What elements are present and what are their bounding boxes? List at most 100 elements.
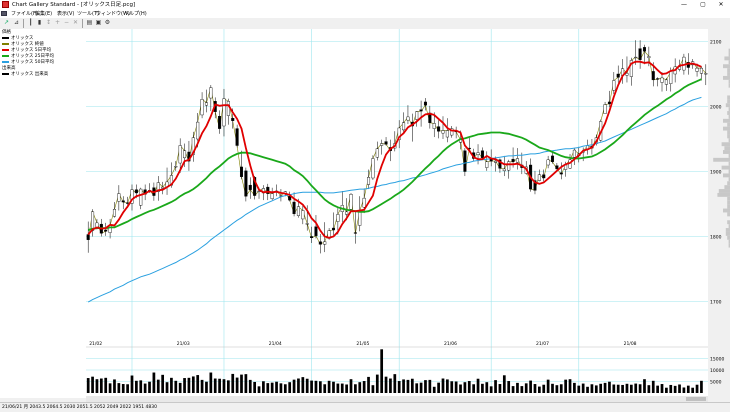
legend-item-volume[interactable]: オリックス 出来高 — [2, 72, 48, 78]
candle-body — [121, 200, 125, 203]
settings-icon[interactable]: ⚙ — [104, 19, 111, 26]
volume-bar — [599, 383, 603, 393]
volume-bar — [616, 384, 620, 393]
volume-bar — [99, 378, 103, 393]
legend-item-ma25[interactable]: オリックス 25日平均 — [2, 54, 54, 60]
bar-chart-icon[interactable]: ▮ — [37, 19, 42, 26]
volume-bar — [406, 379, 410, 393]
candle-body — [616, 73, 620, 78]
close-button[interactable]: ✕ — [718, 1, 724, 8]
volume-bar — [161, 374, 165, 393]
candle-body — [603, 104, 607, 114]
price-profile-bar — [723, 208, 730, 213]
candle-body — [323, 241, 327, 245]
candle-body — [638, 48, 642, 60]
legend-item-ma50[interactable]: オリックス 50日平均 — [2, 60, 54, 66]
volume-bar — [196, 375, 200, 393]
price-profile-bar — [727, 122, 730, 127]
volume-bar — [244, 374, 248, 393]
menu-tools[interactable]: ツール(T) — [77, 11, 99, 17]
volume-bar — [121, 384, 125, 393]
volume-bar — [283, 384, 287, 393]
candle-body — [480, 150, 484, 159]
volume-bar — [327, 380, 331, 393]
price-profile-bar — [725, 228, 730, 232]
menu-file[interactable]: ファイル(F) — [11, 11, 38, 17]
volume-bar — [700, 380, 703, 393]
candle-body — [507, 161, 511, 171]
legend-swatch — [2, 36, 9, 39]
volume-bar — [104, 377, 108, 393]
toolbar-separator — [82, 19, 83, 28]
volume-bar — [481, 383, 484, 393]
volume-bar — [292, 379, 296, 393]
candle-body — [423, 101, 427, 106]
volume-bar — [323, 384, 327, 393]
volume-bar — [682, 387, 686, 393]
chart-area[interactable]: 2100 2000 1900 1800 1700 15000 10000 5000 21/02 2… — [86, 29, 730, 397]
price-profile-bar — [728, 107, 730, 112]
volume-bar — [446, 379, 449, 393]
maximize-button[interactable]: ▢ — [700, 1, 706, 8]
candle-body — [699, 67, 703, 74]
date-tick-label: 21/03 — [177, 341, 190, 347]
volume-bar — [191, 376, 195, 393]
menu-help[interactable]: ヘルプ(H) — [124, 11, 147, 17]
volume-bar — [634, 383, 638, 393]
candle-body — [314, 226, 318, 237]
cursor-icon[interactable]: ↕ — [45, 19, 52, 26]
price-profile-bar — [728, 60, 730, 65]
candle-body — [375, 148, 379, 158]
volume-bar — [165, 382, 169, 393]
volume-bar — [266, 383, 270, 393]
document-icon[interactable] — [1, 11, 7, 16]
candle-body — [546, 159, 550, 166]
price-profile-bar — [724, 146, 730, 151]
minimize-button[interactable]: — — [681, 1, 687, 8]
price-tick-label: 2100 — [710, 40, 722, 46]
volume-bar — [476, 378, 480, 393]
volume-bar — [86, 378, 90, 393]
candle-body — [305, 223, 309, 225]
legend-swatch — [2, 42, 9, 45]
volume-bar — [450, 381, 454, 393]
legend-item-ma5[interactable]: オリックス 5日平均 — [2, 48, 51, 54]
save-icon[interactable]: ▣ — [95, 19, 102, 26]
volume-bar — [332, 381, 335, 393]
candle-body — [130, 189, 134, 204]
horizontal-scrollbar[interactable] — [86, 396, 708, 402]
ruler-icon[interactable]: ⊿ — [13, 19, 20, 26]
chart-icon[interactable]: ↗ — [3, 19, 10, 26]
zoom-in-icon[interactable]: + — [54, 19, 61, 26]
volume-bar — [380, 349, 384, 393]
candle-body — [310, 236, 314, 238]
price-profile-bar — [717, 192, 730, 197]
volume-bar — [205, 381, 208, 393]
menu-window[interactable]: ウィンドウ(W) — [96, 11, 130, 17]
cross-icon[interactable]: ✕ — [72, 19, 79, 26]
volume-bar — [498, 384, 502, 393]
candle-body — [222, 98, 226, 127]
price-profile-bar — [718, 189, 730, 193]
candle-body — [542, 174, 546, 179]
candle-body — [445, 130, 449, 138]
menu-edit[interactable]: 編集(E) — [35, 11, 53, 17]
candle-body — [126, 202, 130, 204]
volume-bar — [454, 381, 458, 393]
legend-item-price[interactable]: オリックス — [2, 36, 33, 42]
price-profile-bar — [728, 79, 730, 84]
candle-body — [485, 161, 489, 168]
candle-body — [288, 195, 292, 201]
menu-view[interactable]: 表示(V) — [57, 11, 75, 17]
volume-bar — [358, 382, 362, 393]
zoom-out-icon[interactable]: − — [63, 19, 70, 26]
status-text: 21/06/21 月 2043.5 2064.5 2030 2051.5 205… — [2, 405, 157, 410]
price-profile-bar — [723, 64, 730, 69]
candle-body — [625, 73, 629, 76]
legend-item-close[interactable]: オリックス 終値 — [2, 42, 44, 48]
candle-icon[interactable]: ┃ — [28, 19, 33, 26]
scrollbar-thumb[interactable] — [686, 397, 706, 401]
volume-bar — [170, 377, 173, 393]
price-profile-bar — [728, 138, 730, 143]
print-icon[interactable]: ▤ — [86, 19, 93, 26]
